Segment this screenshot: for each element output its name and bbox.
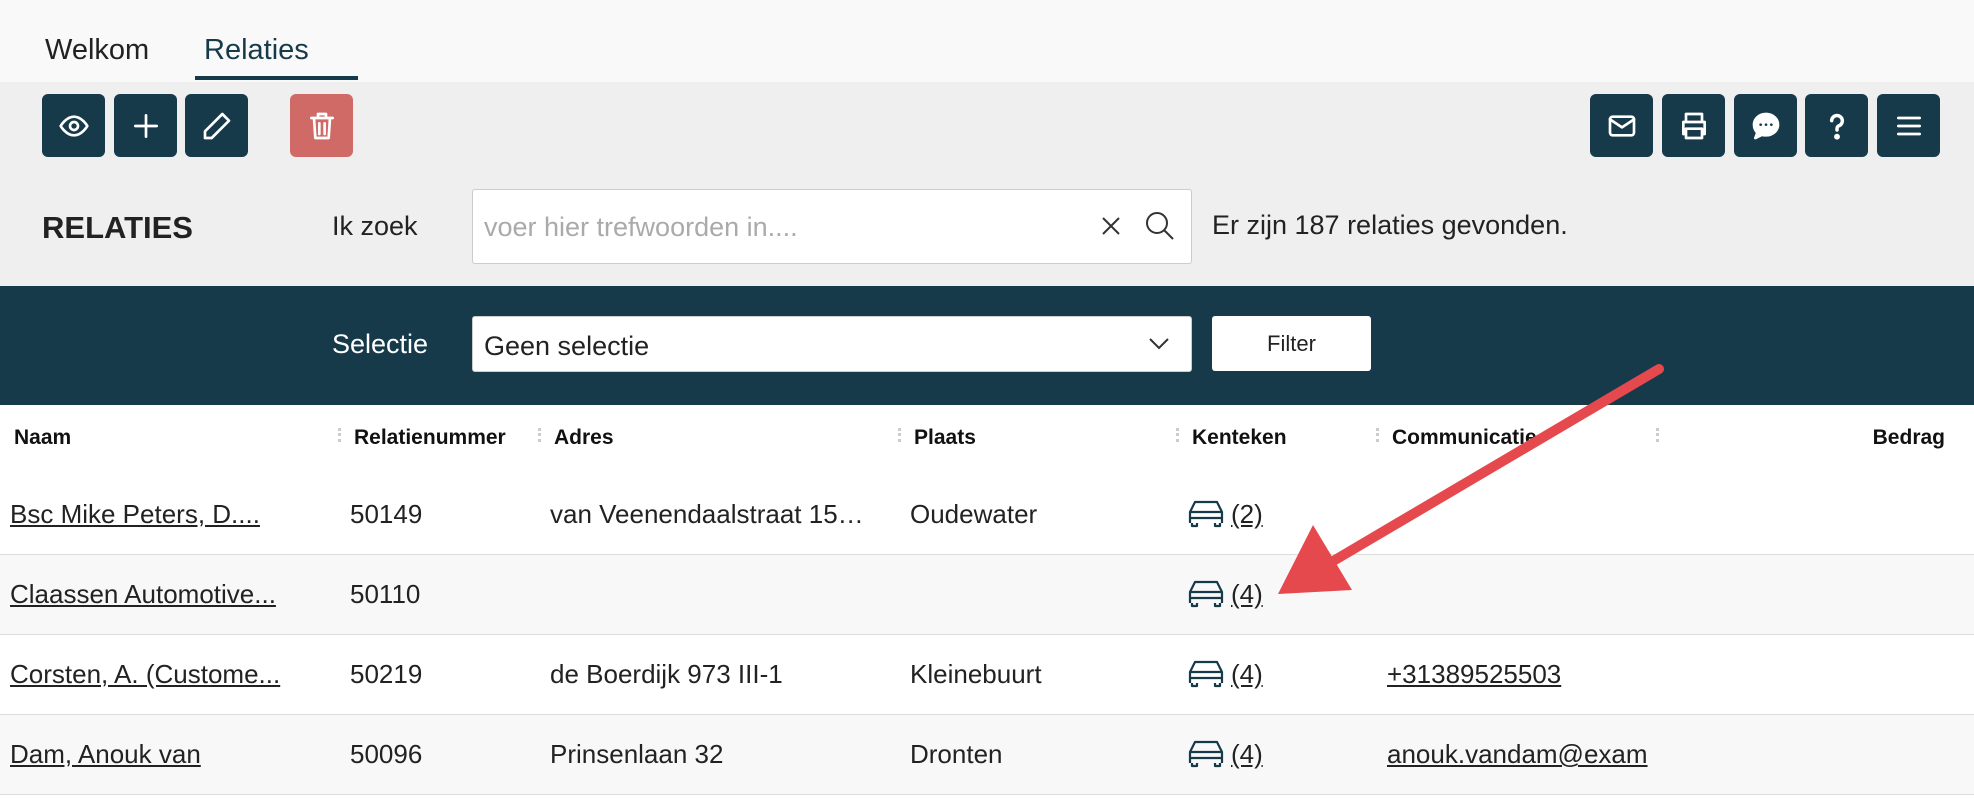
edit-button[interactable]: [185, 94, 248, 157]
print-button[interactable]: [1662, 94, 1725, 157]
table-cell: Oudewater: [910, 499, 1038, 529]
search-placeholder: voer hier trefwoorden in....: [484, 212, 798, 242]
table-row: [0, 715, 1974, 795]
chat-button[interactable]: [1734, 94, 1797, 157]
table-row: [0, 475, 1974, 555]
search-icon[interactable]: [1144, 210, 1176, 242]
tab[interactable]: Welkom: [45, 34, 150, 66]
table-cell: Prinsenlaan 32: [550, 739, 724, 769]
table-cell: 50219: [350, 659, 423, 689]
table-cell[interactable]: +31389525503: [1387, 659, 1562, 689]
car-icon: [1188, 660, 1224, 688]
menu-button[interactable]: [1877, 94, 1940, 157]
column-header[interactable]: Naam: [14, 426, 72, 449]
column-header[interactable]: Plaats: [914, 426, 976, 449]
table-cell: Kleinebuurt: [910, 659, 1042, 689]
table-cell: 50149: [350, 499, 423, 529]
table-cell: 50110: [350, 579, 421, 609]
view-button[interactable]: [42, 94, 105, 157]
table-cell[interactable]: anouk.vandam@exam: [1387, 739, 1648, 769]
clear-icon[interactable]: [1099, 214, 1123, 238]
mail-button[interactable]: [1590, 94, 1653, 157]
table-row: [0, 635, 1974, 715]
add-button[interactable]: [114, 94, 177, 157]
filter-button[interactable]: Filter: [1212, 316, 1371, 371]
relation-name[interactable]: Dam, Anouk van: [10, 739, 201, 769]
selection-value: Geen selectie: [484, 331, 650, 361]
annotation-arrow: [1330, 364, 1664, 565]
dropdown-caret: [1149, 338, 1169, 350]
column-header[interactable]: Bedrag: [1872, 426, 1945, 449]
page-title: RELATIES: [42, 210, 193, 245]
column-header[interactable]: Kenteken: [1192, 426, 1287, 449]
table-cell[interactable]: (4): [1231, 659, 1263, 689]
selection-label: Selectie: [332, 329, 429, 359]
column-divider: [1656, 428, 1659, 442]
column-divider: [538, 428, 541, 442]
tab-bar: [0, 0, 1974, 82]
column-header[interactable]: Adres: [554, 426, 614, 449]
column-divider: [898, 428, 901, 442]
table-cell[interactable]: (2): [1231, 499, 1263, 529]
car-icon: [1188, 580, 1224, 608]
car-icon: [1188, 500, 1224, 528]
table-cell[interactable]: (4): [1231, 739, 1263, 769]
table-cell: de Boerdijk 973 III-1: [550, 659, 783, 689]
relation-name[interactable]: Bsc Mike Peters, D....: [10, 499, 260, 529]
table-cell: 50096: [350, 739, 423, 769]
column-divider: [1376, 428, 1379, 442]
help-button[interactable]: [1805, 94, 1868, 157]
search-label: Ik zoek: [332, 211, 418, 241]
table-header: [0, 405, 1974, 477]
column-divider: [1176, 428, 1179, 442]
annotation-arrowhead: [1278, 525, 1352, 594]
delete-button[interactable]: [290, 94, 353, 157]
column-header[interactable]: Communicatie: [1392, 426, 1537, 449]
table-row: [0, 555, 1974, 635]
search-input[interactable]: voer hier trefwoorden in....: [472, 189, 1192, 264]
column-header[interactable]: Relatienummer: [354, 426, 506, 449]
table-cell: van Veenendaalstraat 15…: [550, 499, 864, 529]
table-cell: Dronten: [910, 739, 1003, 769]
column-divider: [338, 428, 341, 442]
relation-name[interactable]: Corsten, A. (Custome...: [10, 659, 281, 689]
car-icon: [1188, 740, 1224, 768]
selection-dropdown[interactable]: Geen selectie: [472, 316, 1192, 372]
relation-name[interactable]: Claassen Automotive...: [10, 579, 276, 609]
table-cell[interactable]: (4): [1231, 579, 1263, 609]
tab-underline: [195, 76, 358, 80]
tab[interactable]: Relaties: [204, 34, 309, 66]
result-count: Er zijn 187 relaties gevonden.: [1212, 210, 1568, 240]
